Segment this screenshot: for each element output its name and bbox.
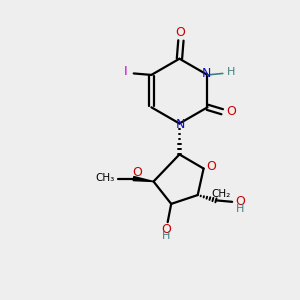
Text: O: O	[207, 160, 217, 173]
Text: I: I	[124, 65, 127, 79]
Text: O: O	[176, 26, 185, 39]
Text: CH₃: CH₃	[95, 173, 115, 183]
Text: O: O	[132, 166, 142, 178]
Text: H: H	[236, 205, 244, 214]
Text: O: O	[161, 223, 171, 236]
Text: N: N	[202, 67, 212, 80]
Text: H: H	[162, 231, 170, 241]
Text: O: O	[236, 195, 246, 208]
Text: CH₂: CH₂	[212, 189, 231, 199]
Text: N: N	[175, 118, 185, 131]
Text: O: O	[227, 105, 237, 118]
Text: H: H	[227, 67, 235, 77]
Polygon shape	[133, 176, 154, 181]
